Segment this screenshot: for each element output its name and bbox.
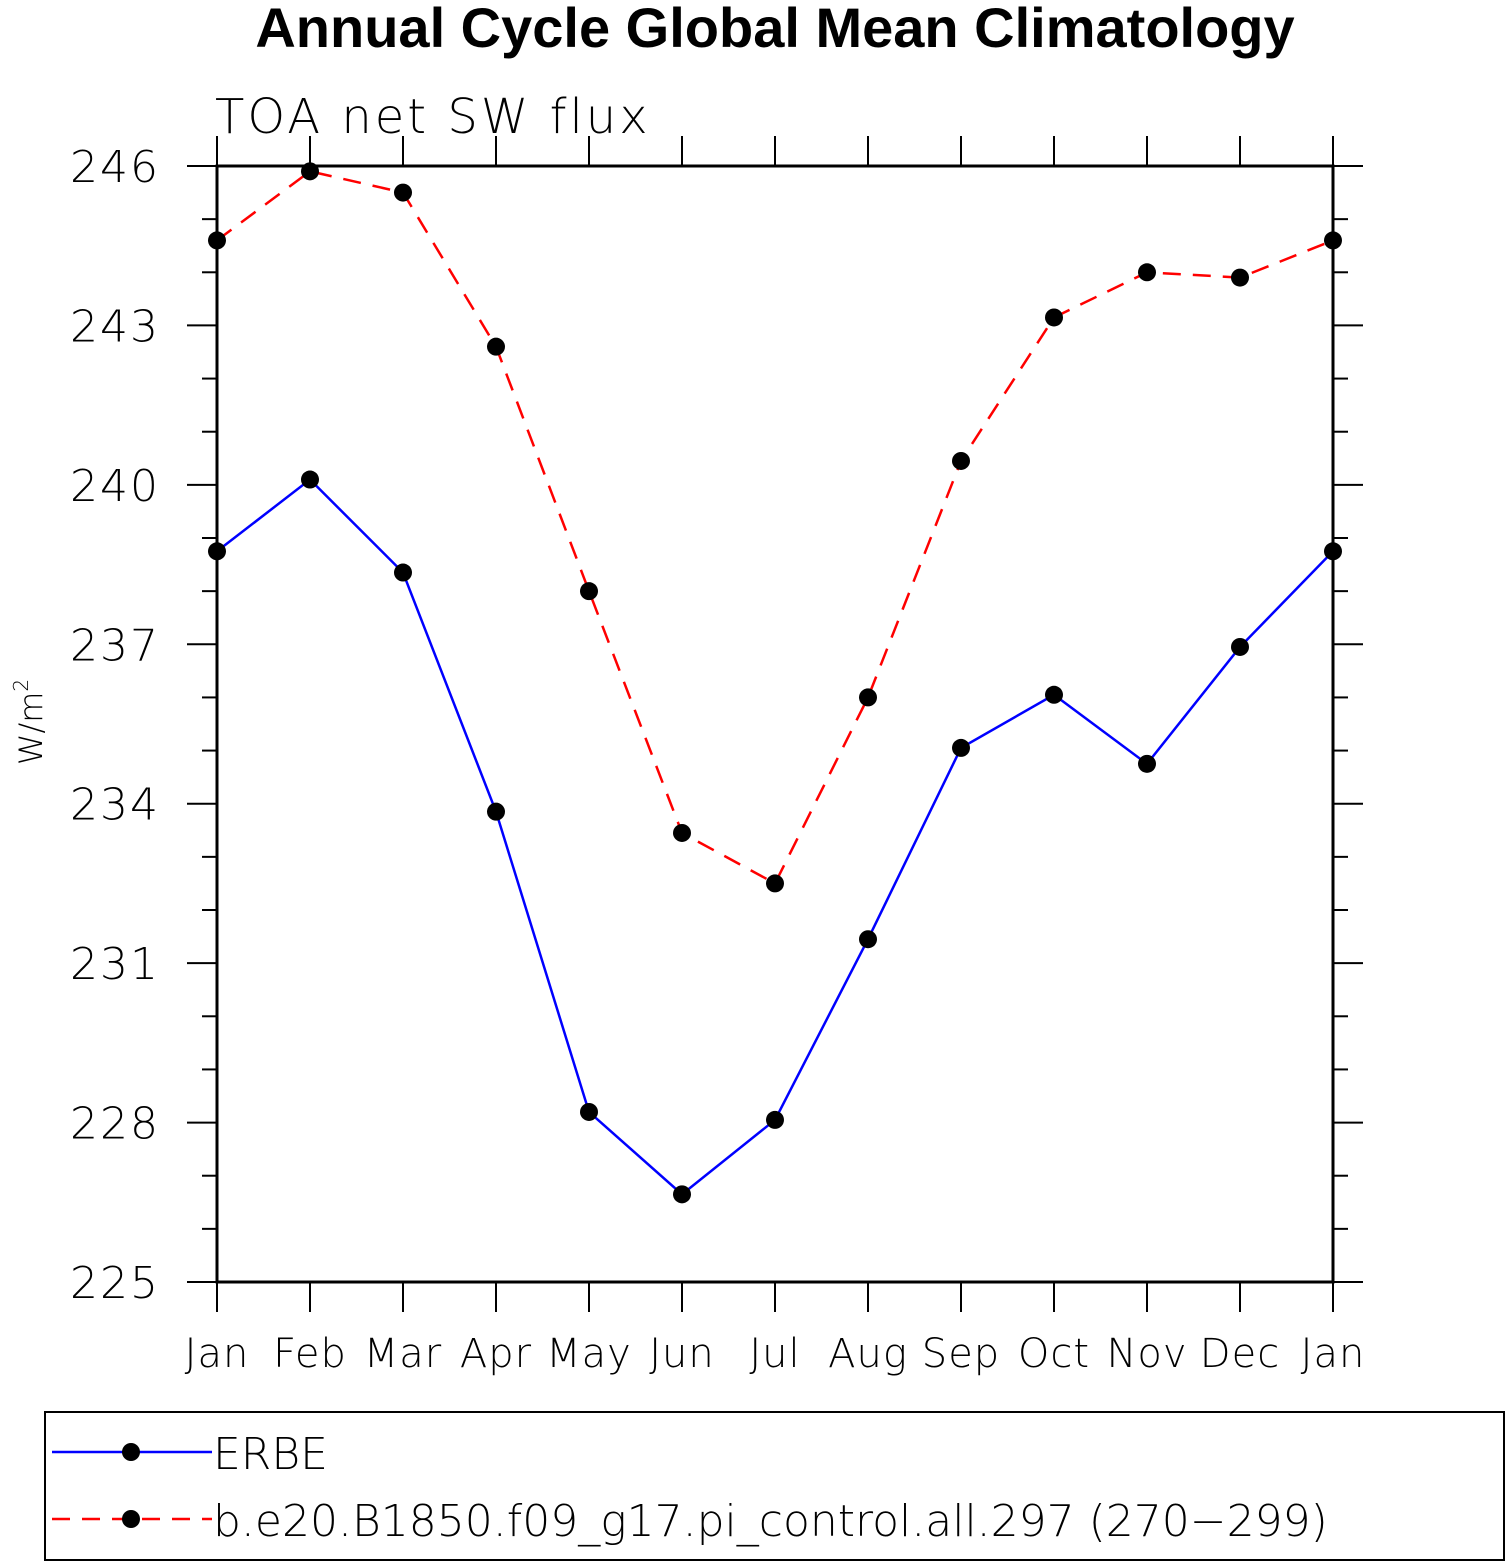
series-2-point [1231, 268, 1249, 287]
x-tick-label: Jul [749, 1331, 800, 1377]
x-tick-label: Jun [649, 1331, 715, 1377]
series-line-2 [216, 169, 1334, 886]
legend-marker-1 [122, 1443, 140, 1461]
series-1-point [673, 1185, 691, 1204]
series-1-point [394, 563, 412, 582]
y-axis-title-text: W/m [12, 692, 50, 766]
series-2-point [1138, 263, 1156, 282]
x-tick-label: Oct [1018, 1331, 1090, 1377]
y-tick-label: 243 [70, 301, 160, 352]
x-tick-label: Mar [364, 1331, 442, 1377]
x-tick-label: Dec [1200, 1331, 1280, 1377]
y-axis-title-superscript: 2 [9, 679, 33, 692]
series-1-point [859, 930, 877, 949]
chart-subtitle: TOA net SW flux [215, 89, 651, 145]
series-2-point [766, 874, 784, 893]
series-2-point [952, 451, 970, 470]
series-2-point [673, 823, 691, 842]
axes: 225 228 231 234 237 240 243 246 Jan Feb Mar Apr May J… [70, 136, 1366, 1377]
x-tick-label: Aug [828, 1331, 908, 1377]
series-1-point [952, 738, 970, 757]
legend-label-2: b.e20.B1850.f09_g17.pi_control.all.297 (… [213, 1496, 1328, 1547]
y-tick-label: 246 [70, 142, 160, 193]
series-2-point [394, 183, 412, 202]
series-1-point [1138, 754, 1156, 773]
legend-marker-2 [122, 1510, 140, 1528]
x-tick-label: Feb [273, 1331, 347, 1377]
y-tick-label: 231 [70, 939, 160, 990]
x-tick-label: Sep [922, 1331, 1000, 1377]
series-1-point [1231, 637, 1249, 656]
x-tick-label: May [546, 1331, 632, 1377]
y-axis-title: W/m2 [9, 679, 50, 765]
series-2-point [859, 688, 877, 707]
x-tick-label: Nov [1106, 1331, 1187, 1377]
series-2-point [1045, 308, 1063, 327]
x-tick-label: Apr [460, 1331, 532, 1377]
y-tick-label: 228 [70, 1099, 160, 1150]
series-2-point [580, 582, 598, 601]
series-1-point [301, 470, 319, 489]
y-tick-label: 240 [70, 461, 160, 512]
legend-box [44, 1411, 1505, 1561]
x-tick-label: Jan [1301, 1331, 1366, 1377]
x-tick-label: Jan [185, 1331, 250, 1377]
y-tick-label: 234 [70, 780, 160, 831]
legend: ERBE b.e20.B1850.f09_g17.pi_control.all.2… [44, 1411, 1505, 1561]
series-1-point [766, 1110, 784, 1129]
y-tick-label: 225 [70, 1258, 160, 1309]
series-1-point [1045, 685, 1063, 704]
series-line-1 [216, 477, 1334, 1196]
plot-area [208, 162, 1342, 1204]
chart-title: Annual Cycle Global Mean Climatology [255, 0, 1294, 59]
series-1-point [487, 802, 505, 821]
svg-text:W/m2: W/m2 [9, 679, 50, 765]
y-tick-label: 237 [70, 620, 160, 671]
series-2-point [487, 337, 505, 356]
legend-label-1: ERBE [213, 1429, 328, 1480]
series-1-point [580, 1102, 598, 1121]
legend-entries: ERBE b.e20.B1850.f09_g17.pi_control.all.2… [52, 1429, 1328, 1547]
